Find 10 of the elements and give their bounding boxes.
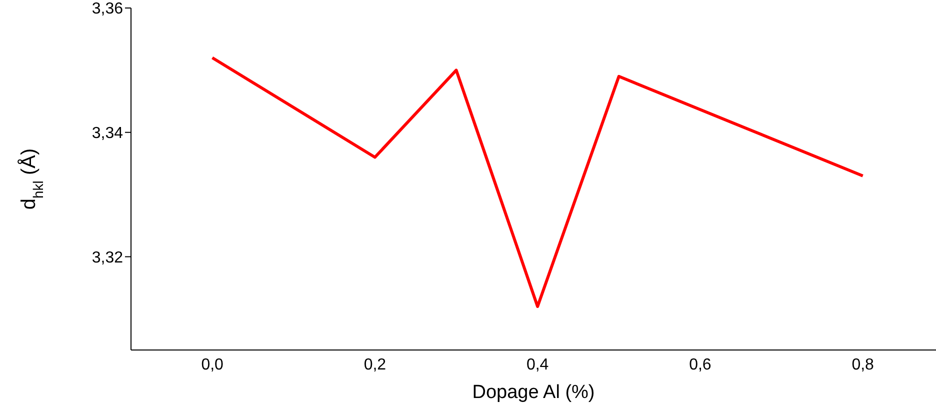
y-tick-label: 3,32: [92, 249, 124, 266]
x-tick-label: 0,0: [201, 356, 224, 374]
x-tick-label: 0,6: [689, 356, 712, 374]
x-axis-title: Dopage Al (%): [472, 382, 595, 403]
x-tick-label: 0,2: [364, 356, 386, 374]
y-tick-label: 3,36: [92, 0, 124, 18]
x-tick-label: 0,8: [852, 356, 874, 374]
line-series: [210, 56, 864, 308]
y-tick-label: 3,34: [92, 125, 124, 142]
x-tick-label: 0,4: [526, 356, 549, 374]
